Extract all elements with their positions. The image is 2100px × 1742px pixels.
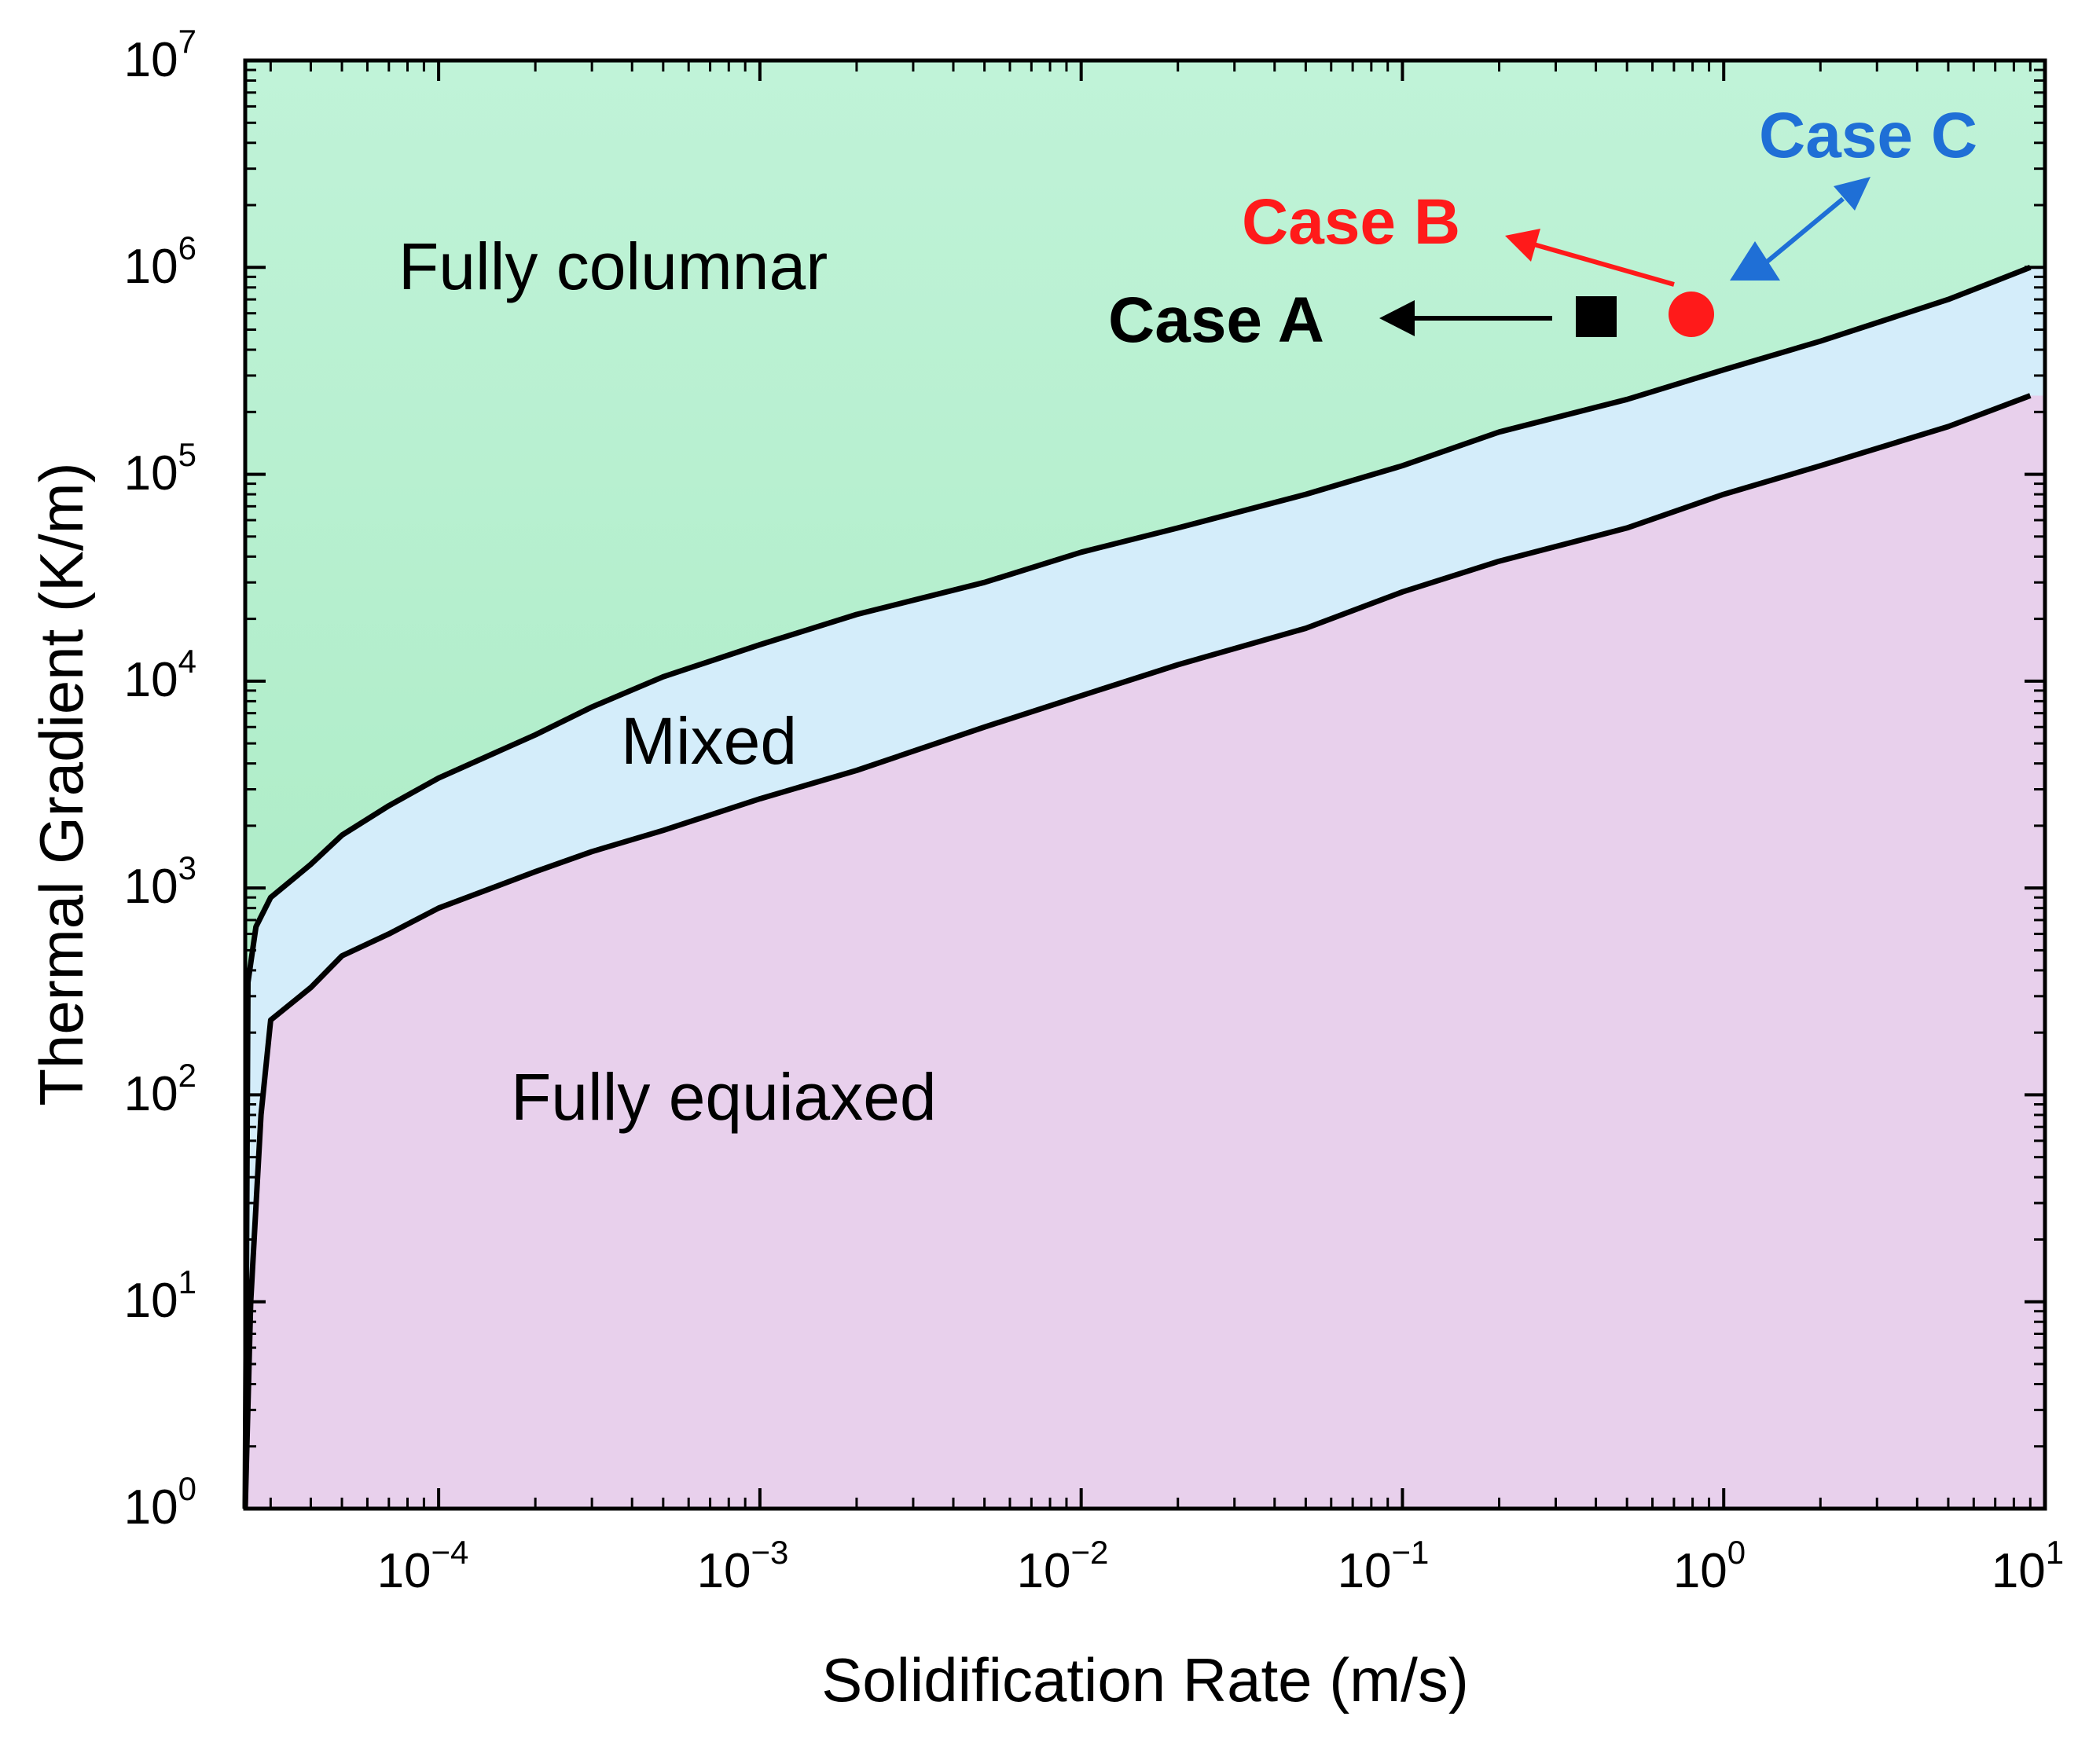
y-tick-label-6: 106 xyxy=(124,229,196,294)
y-tick-label-7: 107 xyxy=(124,23,196,87)
y-tick-label-3: 103 xyxy=(124,849,196,914)
x-tick-label-4: 100 xyxy=(1673,1534,1746,1598)
x-tick-label-3: 10−1 xyxy=(1338,1534,1430,1598)
case-c-label: Case C xyxy=(1759,100,1977,171)
mixed-equiaxed-boundary-line xyxy=(242,393,2032,1509)
y-tick-label-5: 105 xyxy=(124,436,196,501)
case-a-marker xyxy=(1576,296,1617,337)
region-label-columnar: Fully columnar xyxy=(398,229,828,303)
case-b-marker xyxy=(1669,292,1714,337)
equiaxed-region xyxy=(245,395,2045,1509)
mixed-region xyxy=(245,267,2045,1509)
case-c-marker xyxy=(1730,241,1780,281)
y-tick-label-0: 100 xyxy=(124,1470,196,1535)
case-b-label: Case B xyxy=(1242,186,1460,258)
x-tick-label-0: 10−4 xyxy=(377,1534,469,1598)
y-tick-label-4: 104 xyxy=(124,643,196,707)
x-tick-label-1: 10−3 xyxy=(697,1534,789,1598)
case-c-arrow xyxy=(1759,177,1871,270)
columnar-mixed-boundary-line xyxy=(242,265,2032,1509)
case-a-label: Case A xyxy=(1108,284,1324,356)
x-tick-label-2: 10−2 xyxy=(1017,1534,1109,1598)
x-tick-label-5: 101 xyxy=(1992,1534,2064,1598)
y-tick-label-2: 102 xyxy=(124,1057,196,1121)
region-label-equiaxed: Fully equiaxed xyxy=(511,1060,937,1134)
x-axis-label: Solidification Rate (m/s) xyxy=(821,1645,1469,1714)
region-label-mixed: Mixed xyxy=(621,704,797,778)
case-b-arrow xyxy=(1505,229,1675,287)
y-axis-label: Thermal Gradient (K/m) xyxy=(27,462,96,1106)
y-tick-label-1: 101 xyxy=(124,1263,196,1328)
case-a-arrow xyxy=(1379,300,1552,336)
plot-frame xyxy=(243,58,2047,1511)
